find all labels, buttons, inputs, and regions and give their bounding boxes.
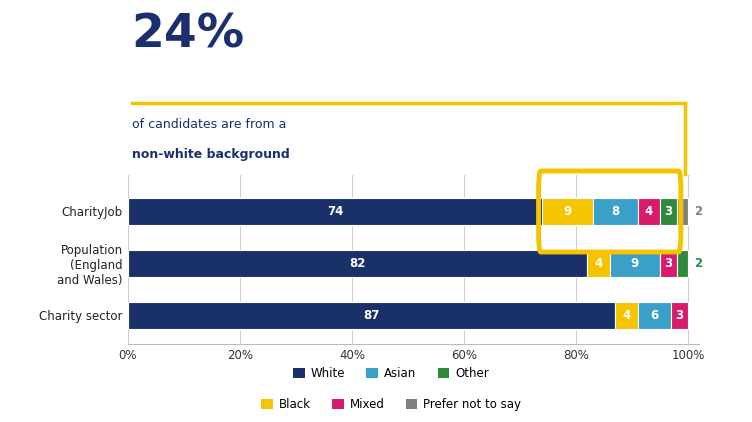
Text: 8: 8 [611, 205, 620, 218]
Legend: White, Asian, Other: White, Asian, Other [288, 362, 494, 384]
Text: 3: 3 [665, 205, 672, 218]
Bar [128, 250, 587, 277]
Bar [660, 250, 677, 277]
Text: 9: 9 [563, 205, 572, 218]
Bar [615, 302, 638, 329]
Text: 4: 4 [594, 257, 602, 270]
Text: 4: 4 [644, 205, 653, 218]
Text: 9: 9 [631, 257, 639, 270]
Bar [638, 302, 672, 329]
Bar [672, 302, 688, 329]
Text: 82: 82 [350, 257, 365, 270]
Bar [593, 198, 638, 225]
Text: 6: 6 [650, 309, 659, 322]
Text: 2: 2 [694, 257, 702, 270]
Bar [638, 198, 660, 225]
Bar [542, 198, 593, 225]
Text: 24%: 24% [132, 13, 244, 58]
Text: 4: 4 [623, 309, 631, 322]
Bar [677, 250, 688, 277]
Bar [128, 302, 615, 329]
Bar [587, 250, 610, 277]
Bar [128, 198, 542, 225]
Text: 3: 3 [676, 309, 684, 322]
Text: of candidates are from a: of candidates are from a [132, 118, 286, 131]
Bar [677, 198, 688, 225]
Text: non-white background: non-white background [132, 148, 290, 161]
Bar [610, 250, 660, 277]
Text: 3: 3 [665, 257, 672, 270]
Legend: Black, Mixed, Prefer not to say: Black, Mixed, Prefer not to say [256, 394, 526, 416]
Text: 87: 87 [363, 309, 380, 322]
Text: 74: 74 [327, 205, 344, 218]
Bar [660, 198, 677, 225]
Text: 2: 2 [694, 205, 702, 218]
